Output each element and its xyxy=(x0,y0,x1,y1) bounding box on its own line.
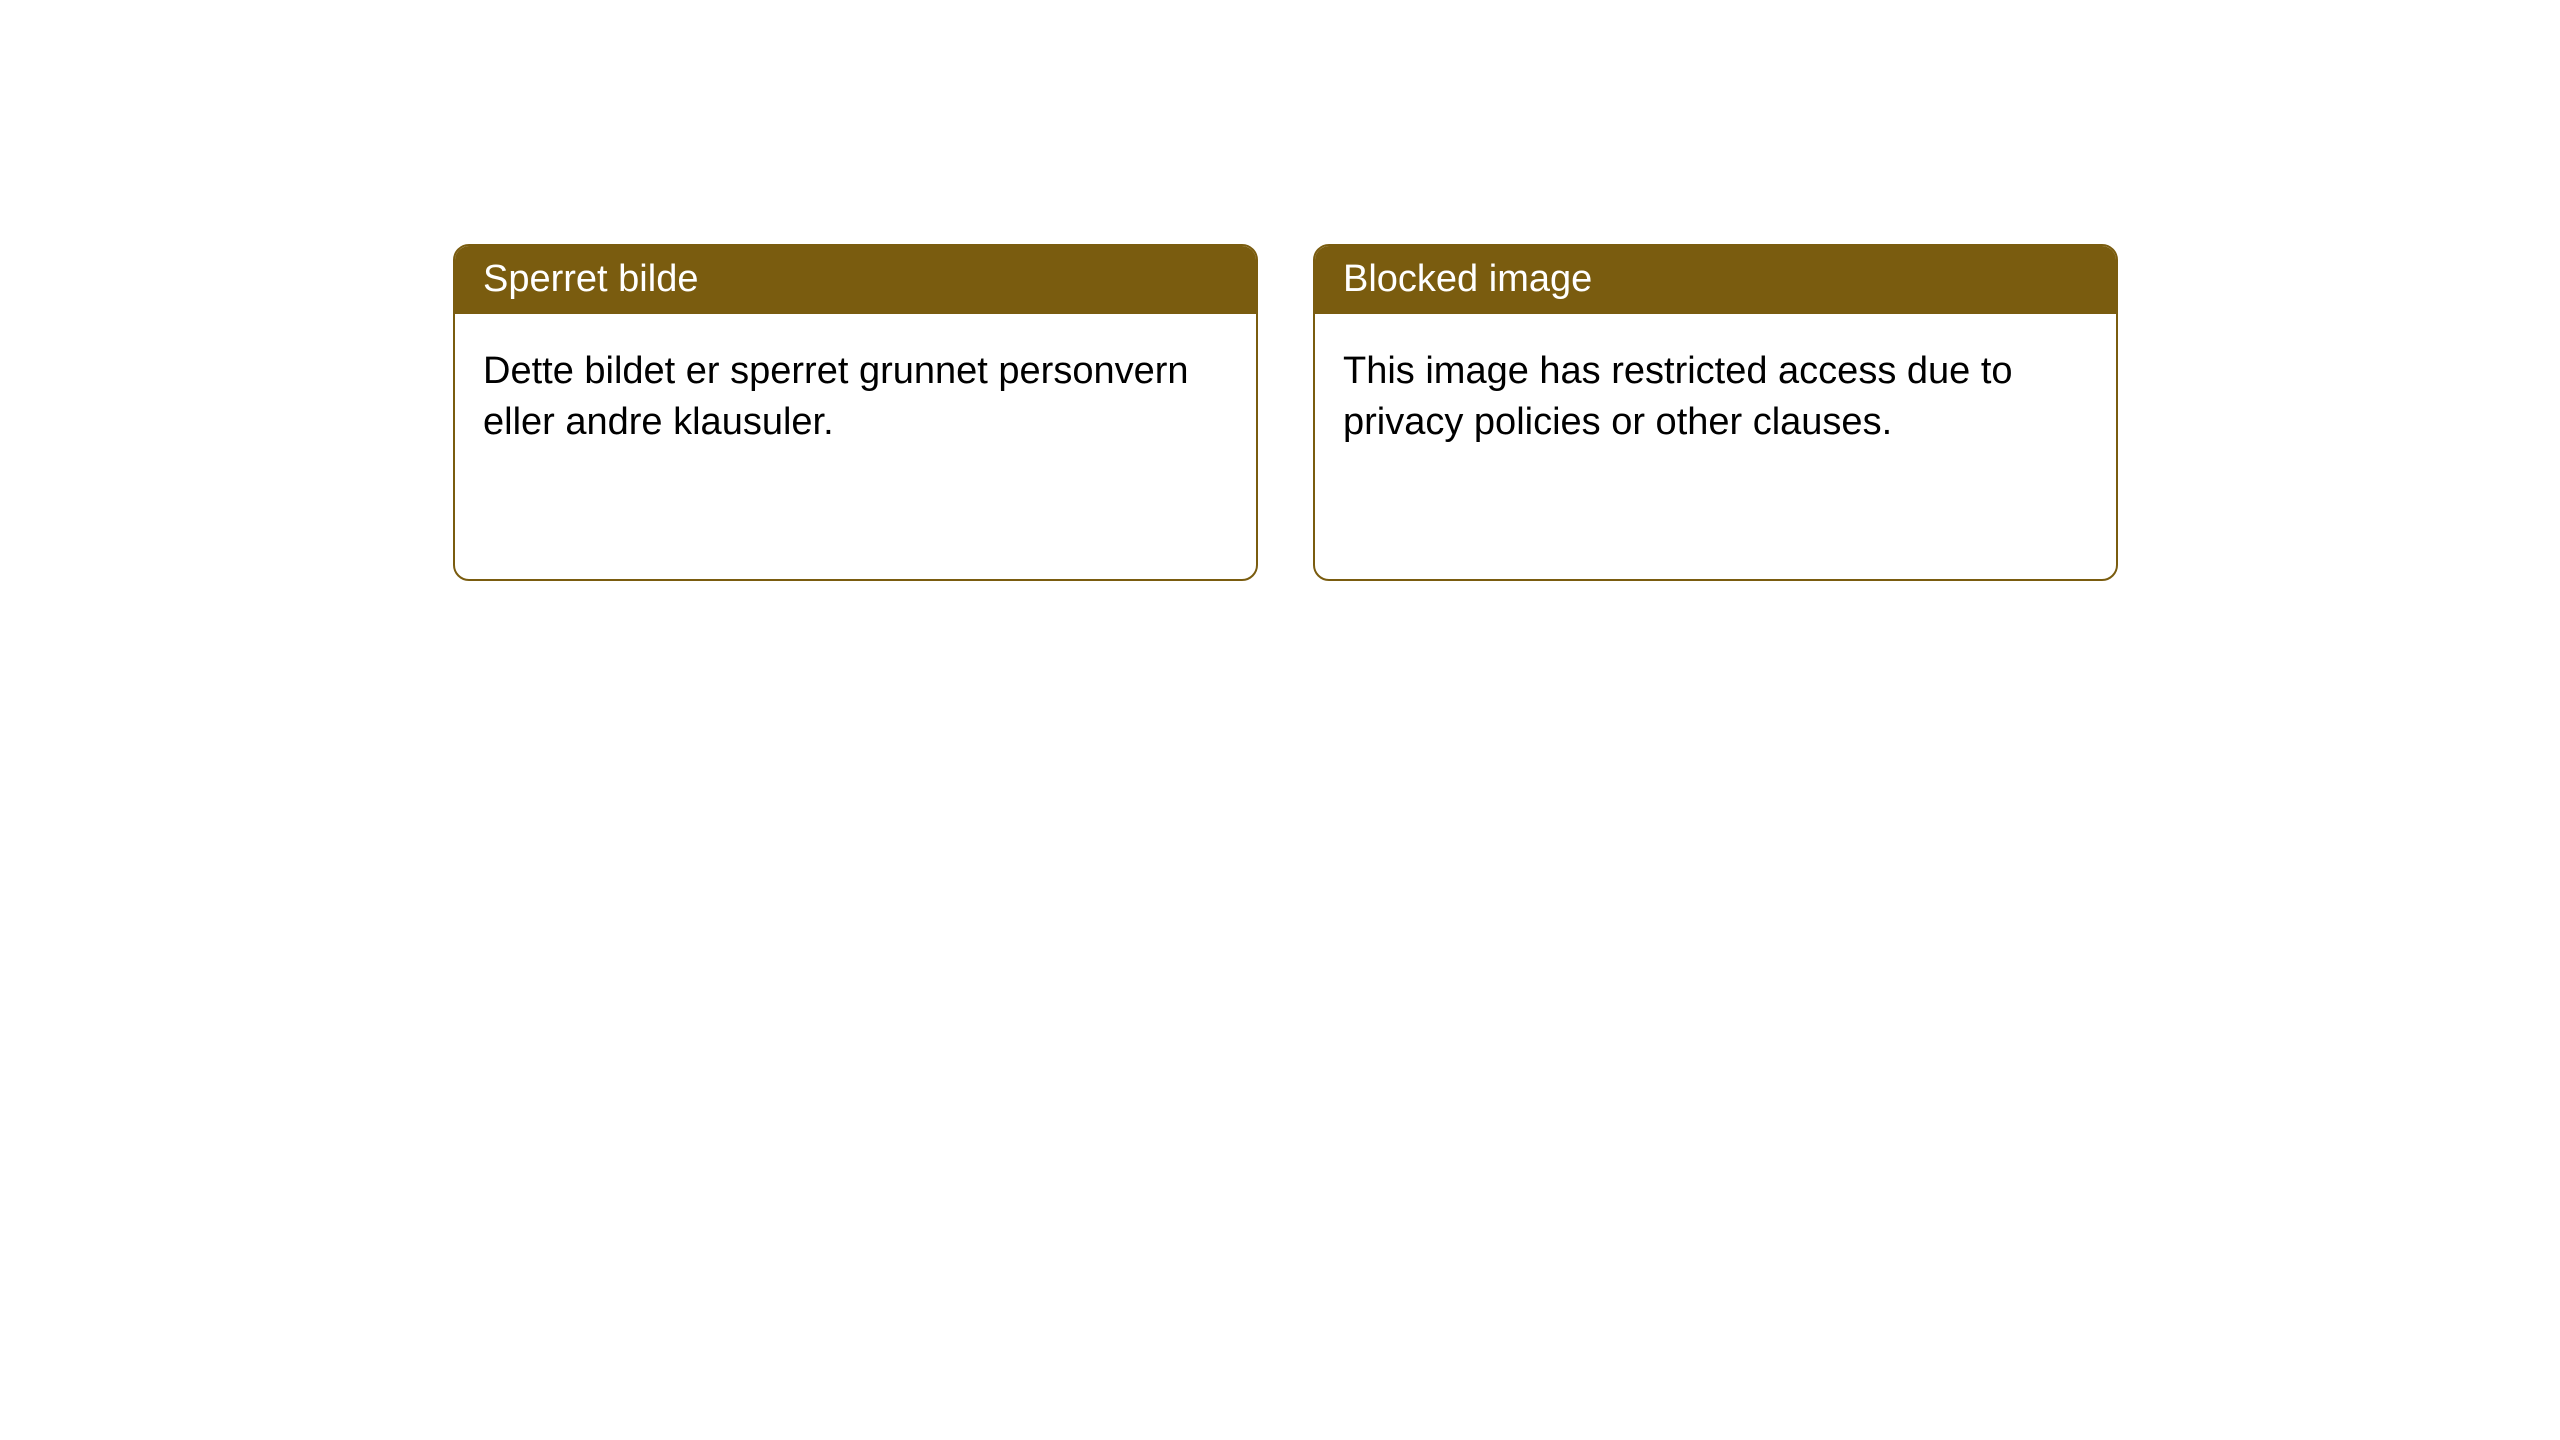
notice-body-en: This image has restricted access due to … xyxy=(1315,314,2116,481)
notice-body-no: Dette bildet er sperret grunnet personve… xyxy=(455,314,1256,481)
notice-card-en: Blocked image This image has restricted … xyxy=(1313,244,2118,581)
notice-card-no: Sperret bilde Dette bildet er sperret gr… xyxy=(453,244,1258,581)
notice-title-en: Blocked image xyxy=(1315,246,2116,314)
notice-cards-container: Sperret bilde Dette bildet er sperret gr… xyxy=(453,244,2118,581)
notice-title-no: Sperret bilde xyxy=(455,246,1256,314)
